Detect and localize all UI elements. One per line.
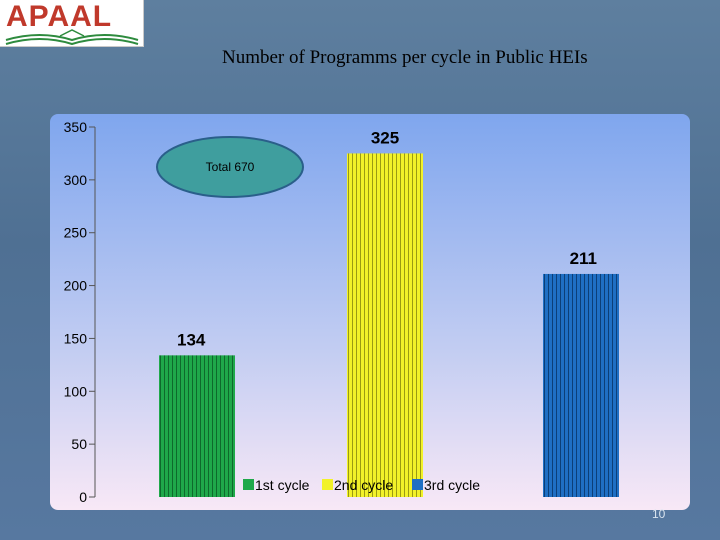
chart-title: Number of Programms per cycle in Public … [222,47,588,68]
legend-swatch [412,479,423,490]
logo: APAAL [0,0,144,47]
total-annotation: Total 670 [156,136,304,198]
y-tick-label: 300 [64,172,88,188]
legend-swatch [322,479,333,490]
data-label: 325 [371,128,399,147]
y-tick-label: 50 [71,436,87,452]
legend: 1st cycle 2nd cycle 3rd cycle [243,477,480,493]
bar-1st-cycle [159,355,235,497]
annotation-text: Total 670 [206,160,255,174]
legend-label: 1st cycle [255,477,310,493]
legend-label: 3rd cycle [424,477,480,493]
y-tick-label: 100 [64,383,88,399]
page-number: 10 [652,507,666,521]
logo-text: APAAL [6,0,113,33]
y-tick-label: 250 [64,225,88,241]
y-tick-label: 0 [79,489,87,505]
y-tick-label: 350 [64,119,88,135]
data-label: 211 [570,249,597,268]
legend-label: 2nd cycle [334,477,393,493]
legend-swatch [243,479,254,490]
y-tick-label: 150 [64,330,88,346]
bar-3rd-cycle [543,273,619,497]
data-label: 134 [177,330,206,349]
y-tick-label: 200 [64,278,88,294]
annotation-ellipse [156,136,304,198]
logo-book-icon [5,29,139,46]
bar-2nd-cycle [347,153,423,497]
